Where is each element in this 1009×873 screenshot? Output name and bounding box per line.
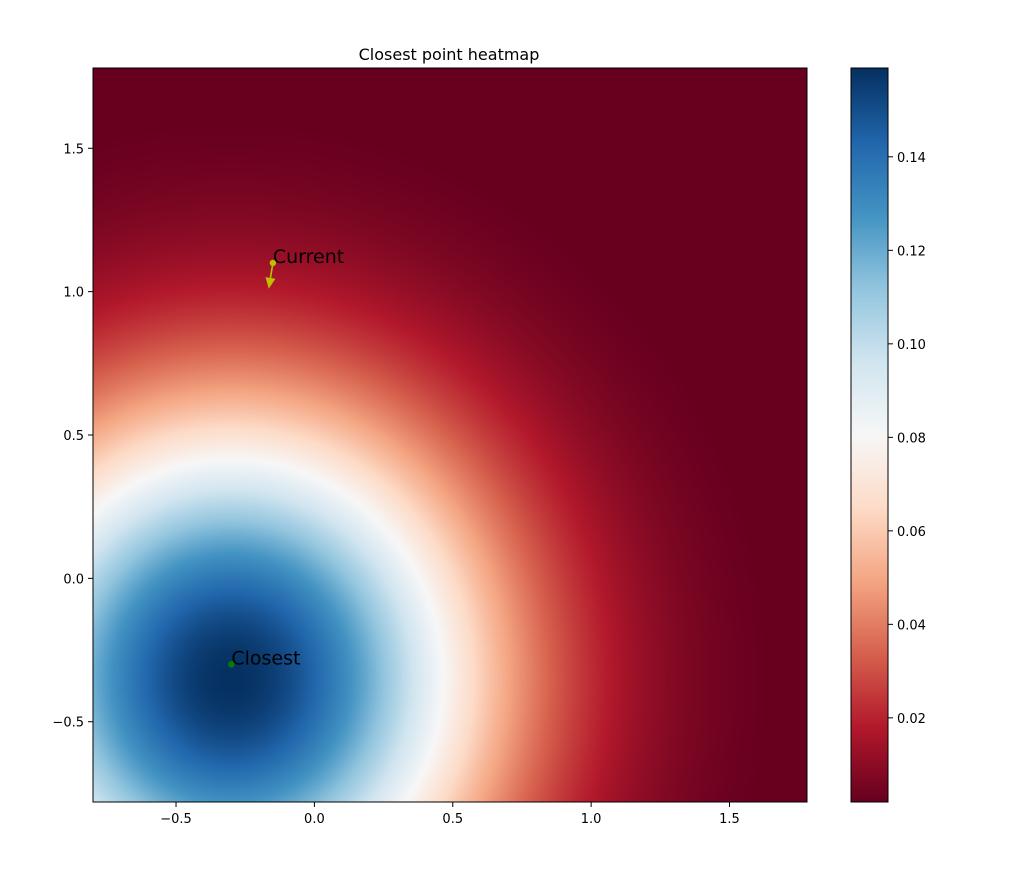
colorbar-tick-label: 0.02 bbox=[897, 712, 926, 727]
y-tick-label: 1.0 bbox=[63, 286, 84, 301]
x-tick-label: 0.5 bbox=[442, 812, 463, 827]
colorbar-ticks: 0.02 0.04 0.06 0.08 0.10 0.12 0.14 bbox=[888, 151, 926, 727]
colorbar-tick-label: 0.04 bbox=[897, 618, 926, 633]
y-tick-label: 0.5 bbox=[63, 429, 84, 444]
y-tick-label: −0.5 bbox=[52, 716, 84, 731]
x-tick-label: 1.0 bbox=[581, 812, 602, 827]
x-tick-label: 0.0 bbox=[304, 812, 325, 827]
y-tick-label: 1.5 bbox=[63, 142, 84, 157]
colorbar-tick-label: 0.10 bbox=[897, 338, 926, 353]
y-axis: −0.5 0.0 0.5 1.0 1.5 bbox=[52, 142, 93, 731]
colorbar-gradient bbox=[851, 68, 888, 802]
current-point-marker bbox=[269, 259, 277, 267]
heatmap-image bbox=[93, 68, 807, 802]
plot-area: Current Closest bbox=[92, 67, 808, 803]
colorbar-tick-label: 0.08 bbox=[897, 431, 926, 446]
chart-title: Closest point heatmap bbox=[359, 45, 540, 64]
y-tick-label: 0.0 bbox=[63, 572, 84, 587]
annotations: Current Closest bbox=[228, 246, 344, 669]
colorbar-frame bbox=[850, 67, 889, 803]
x-tick-label: 1.5 bbox=[719, 812, 740, 827]
colorbar-tick-label: 0.14 bbox=[897, 151, 926, 166]
colorbar-tick-label: 0.12 bbox=[897, 244, 926, 259]
x-tick-label: −0.5 bbox=[160, 812, 192, 827]
current-arrow-head bbox=[265, 277, 276, 289]
closest-point-marker bbox=[228, 661, 235, 668]
colorbar-tick-label: 0.06 bbox=[897, 525, 926, 540]
colorbar: 0.02 0.04 0.06 0.08 0.10 0.12 0.14 bbox=[850, 67, 926, 803]
closest-label: Closest bbox=[231, 647, 300, 669]
current-label: Current bbox=[273, 246, 344, 268]
x-axis: −0.5 0.0 0.5 1.0 1.5 bbox=[160, 802, 740, 827]
